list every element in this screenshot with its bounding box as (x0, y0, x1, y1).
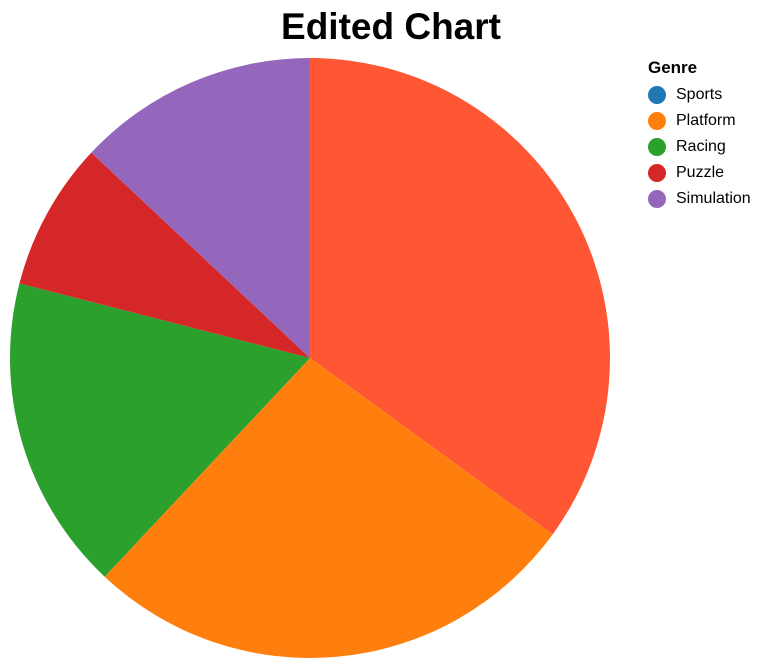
chart-title: Edited Chart (281, 6, 501, 47)
pie-slice-puzzle (19, 152, 311, 358)
pie-slice-platform (104, 358, 553, 659)
legend-label: Sports (676, 86, 723, 103)
legend-item-puzzle: Puzzle (648, 160, 751, 186)
legend: Genre Sports Platform Racing Puzzle Simulati… (648, 58, 751, 212)
legend-swatch (648, 112, 666, 130)
legend-swatch (648, 138, 666, 156)
legend-title: Genre (648, 58, 698, 77)
pie-slice-sports (310, 58, 611, 535)
legend-label: Puzzle (676, 164, 725, 181)
pie-slice-simulation (91, 58, 310, 358)
legend-label: Simulation (676, 190, 751, 207)
legend-item-sports: Sports (648, 82, 751, 108)
legend-item-simulation: Simulation (648, 186, 751, 212)
legend-swatch (648, 190, 666, 208)
legend-label: Platform (676, 112, 736, 129)
pie-slice-racing (10, 283, 311, 577)
legend-swatch (648, 86, 666, 104)
legend-item-platform: Platform (648, 108, 751, 134)
legend-label: Racing (676, 138, 726, 155)
legend-items: Sports Platform Racing Puzzle Simulation (648, 82, 751, 212)
legend-item-racing: Racing (648, 134, 751, 160)
legend-swatch (648, 164, 666, 182)
